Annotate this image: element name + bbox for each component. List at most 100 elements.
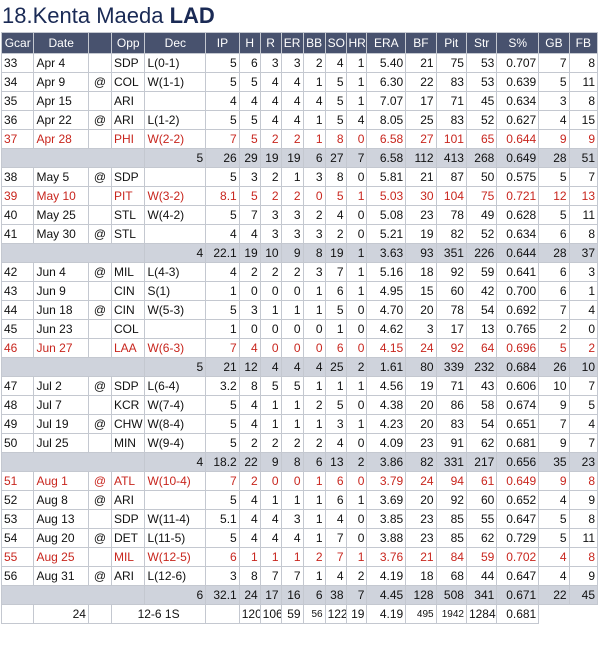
cell-fb: 9 xyxy=(568,566,599,586)
cell-opp: COL xyxy=(110,319,146,339)
cell-h: 7 xyxy=(238,205,261,225)
col-header-bb[interactable]: BB xyxy=(302,32,326,54)
cell-era: 5.40 xyxy=(366,53,407,73)
summary-er: 4 xyxy=(280,357,304,377)
cell-bf: 23 xyxy=(405,509,437,529)
summary-fb: 23 xyxy=(568,452,599,472)
summary-hr: 7 xyxy=(345,148,368,168)
cell-s-pct: 0.729 xyxy=(496,528,540,548)
summary-era: 3.86 xyxy=(366,452,407,472)
cell-gb: 5 xyxy=(538,72,570,92)
cell-home-away: @ xyxy=(87,414,112,434)
col-header-bf[interactable]: BF xyxy=(405,32,437,54)
summary-str: 341 xyxy=(465,585,498,605)
summary-dec: 5 xyxy=(144,357,207,377)
cell-er: 0 xyxy=(280,338,304,358)
cell-bf: 17 xyxy=(405,91,437,111)
cell-fb: 8 xyxy=(568,53,599,73)
cell-bf: 20 xyxy=(405,300,437,320)
col-header-era[interactable]: ERA xyxy=(366,32,407,54)
cell-opp: MIL xyxy=(110,547,146,567)
cell-hr: 1 xyxy=(345,72,368,92)
cell-str: 61 xyxy=(465,471,498,491)
cell-pit: 83 xyxy=(435,110,467,130)
cell-h: 4 xyxy=(238,395,261,415)
col-header-fb[interactable]: FB xyxy=(568,32,599,54)
cell-home-away: @ xyxy=(87,110,112,130)
cell-dec: W(3-2) xyxy=(144,186,207,206)
cell-home-away xyxy=(87,129,112,149)
table-header-row: Gcar Date Opp Dec IP H R ER BB SO HR ERA BF Pit Str S% G… xyxy=(0,32,599,54)
game-row: 33 Apr 4 SDP L(0-1) 5 6 3 3 2 4 1 5.40 21 75 53 0.707 7 8 xyxy=(0,53,599,73)
cell-gcar: 53 xyxy=(0,509,35,529)
cell-bf: 24 xyxy=(405,471,437,491)
cell-r: 2 xyxy=(259,129,282,149)
cell-fb: 7 xyxy=(568,376,599,396)
col-header-dec[interactable]: Dec xyxy=(144,32,207,54)
cell-bb: 1 xyxy=(302,528,326,548)
summary-bb: 6 xyxy=(302,148,326,168)
col-header-er[interactable]: ER xyxy=(280,32,304,54)
cell-gcar: 45 xyxy=(0,319,35,339)
cell-home-away: @ xyxy=(87,528,112,548)
cell-pit: 92 xyxy=(435,490,467,510)
summary-fb: 10 xyxy=(568,357,599,377)
summary-pit: 331 xyxy=(435,452,467,472)
game-row: 47 Jul 2 @ SDP L(6-4) 3.2 8 5 5 1 1 1 4.56 19 71 43 0.60… xyxy=(0,376,599,396)
summary-pit: 339 xyxy=(435,357,467,377)
cell-bb: 1 xyxy=(302,300,326,320)
game-row: 42 Jun 4 @ MIL L(4-3) 4 2 2 2 3 7 1 5.16 18 92 59 0.641 6… xyxy=(0,262,599,282)
cell-bf: 20 xyxy=(405,490,437,510)
col-header-s-pct[interactable]: S% xyxy=(496,32,540,54)
cell-s-pct: 0.634 xyxy=(496,224,540,244)
cell-home-away xyxy=(87,338,112,358)
cell-dec xyxy=(144,490,207,510)
summary-s-pct: 0.649 xyxy=(496,148,540,168)
cell-er: 3 xyxy=(280,205,304,225)
col-header-home-away[interactable] xyxy=(87,32,112,54)
cell-gb: 5 xyxy=(538,338,570,358)
cell-pit: 92 xyxy=(435,338,467,358)
cell-dec: W(1-1) xyxy=(144,72,207,92)
col-header-pit[interactable]: Pit xyxy=(435,32,467,54)
cell-era: 4.38 xyxy=(366,395,407,415)
cell-pit: 101 xyxy=(435,129,467,149)
col-header-so[interactable]: SO xyxy=(324,32,347,54)
cell-ip: 7 xyxy=(205,471,240,491)
cell-bf: 19 xyxy=(405,376,437,396)
cell-hr: 2 xyxy=(345,566,368,586)
cell-bf: 18 xyxy=(405,566,437,586)
cell-home-away: @ xyxy=(87,566,112,586)
summary-spacer xyxy=(0,243,146,263)
cell-dec: L(1-2) xyxy=(144,110,207,130)
cell-bf: 19 xyxy=(405,224,437,244)
cell-opp: COL xyxy=(110,72,146,92)
col-header-hr[interactable]: HR xyxy=(345,32,368,54)
col-header-r[interactable]: R xyxy=(259,32,282,54)
cell-gb: 7 xyxy=(538,414,570,434)
cell-era: 5.03 xyxy=(366,186,407,206)
cell-home-away: @ xyxy=(87,72,112,92)
col-header-gb[interactable]: GB xyxy=(538,32,570,54)
cell-era: 4.70 xyxy=(366,300,407,320)
cell-pit: 78 xyxy=(435,205,467,225)
cell-er: 2 xyxy=(280,262,304,282)
col-header-str[interactable]: Str xyxy=(465,32,498,54)
col-header-gcar[interactable]: Gcar xyxy=(0,32,35,54)
total-gcar xyxy=(0,604,35,624)
cell-h: 4 xyxy=(238,490,261,510)
cell-date: Aug 25 xyxy=(33,547,89,567)
cell-bb: 0 xyxy=(302,319,326,339)
cell-str: 58 xyxy=(465,395,498,415)
cell-str: 52 xyxy=(465,224,498,244)
cell-pit: 85 xyxy=(435,509,467,529)
col-header-opp[interactable]: Opp xyxy=(110,32,146,54)
cell-dec xyxy=(144,319,207,339)
cell-er: 2 xyxy=(280,433,304,453)
cell-ip: 5 xyxy=(205,300,240,320)
cell-s-pct: 0.649 xyxy=(496,471,540,491)
cell-bf: 18 xyxy=(405,262,437,282)
col-header-h[interactable]: H xyxy=(238,32,261,54)
col-header-ip[interactable]: IP xyxy=(205,32,240,54)
col-header-date[interactable]: Date xyxy=(33,32,89,54)
